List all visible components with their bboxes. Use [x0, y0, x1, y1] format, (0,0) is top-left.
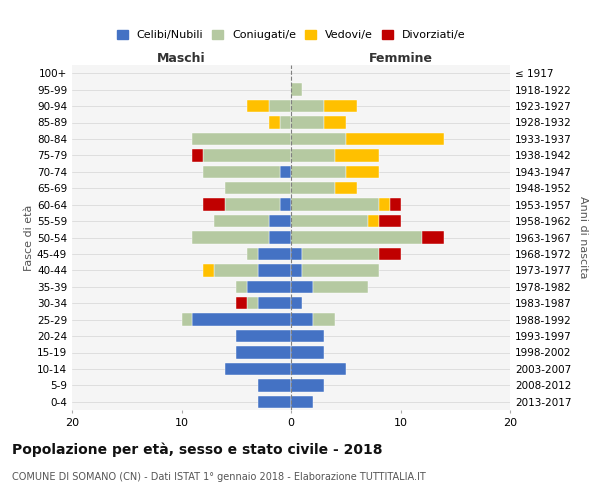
Bar [291, 84, 302, 96]
Bar [324, 100, 357, 112]
Bar [236, 346, 291, 358]
Bar [258, 264, 291, 276]
Bar [302, 248, 379, 260]
Bar [313, 280, 368, 293]
Y-axis label: Anni di nascita: Anni di nascita [578, 196, 588, 279]
Bar [324, 116, 346, 128]
Bar [203, 166, 280, 178]
Bar [193, 232, 269, 243]
Bar [291, 396, 313, 408]
Bar [193, 133, 291, 145]
Bar [335, 149, 379, 162]
Bar [258, 297, 291, 310]
Bar [335, 182, 356, 194]
Text: COMUNE DI SOMANO (CN) - Dati ISTAT 1° gennaio 2018 - Elaborazione TUTTITALIA.IT: COMUNE DI SOMANO (CN) - Dati ISTAT 1° ge… [12, 472, 426, 482]
Bar [203, 149, 291, 162]
Bar [302, 264, 379, 276]
Bar [291, 330, 324, 342]
Bar [269, 232, 291, 243]
Bar [368, 215, 379, 227]
Text: Popolazione per età, sesso e stato civile - 2018: Popolazione per età, sesso e stato civil… [12, 442, 383, 457]
Bar [291, 297, 302, 310]
Bar [291, 100, 324, 112]
Bar [291, 198, 379, 211]
Bar [280, 116, 291, 128]
Bar [379, 215, 401, 227]
Bar [379, 248, 401, 260]
Bar [291, 346, 324, 358]
Bar [291, 215, 368, 227]
Text: Maschi: Maschi [157, 52, 206, 65]
Bar [291, 133, 346, 145]
Bar [269, 116, 280, 128]
Bar [258, 248, 291, 260]
Bar [247, 280, 291, 293]
Bar [269, 100, 291, 112]
Bar [269, 215, 291, 227]
Bar [236, 297, 247, 310]
Bar [291, 116, 324, 128]
Bar [291, 149, 335, 162]
Bar [346, 166, 379, 178]
Bar [193, 314, 291, 326]
Bar [291, 264, 302, 276]
Bar [203, 264, 214, 276]
Legend: Celibi/Nubili, Coniugati/e, Vedovi/e, Divorziati/e: Celibi/Nubili, Coniugati/e, Vedovi/e, Di… [112, 26, 470, 44]
Bar [346, 133, 444, 145]
Bar [247, 100, 269, 112]
Bar [247, 297, 258, 310]
Bar [182, 314, 193, 326]
Bar [247, 248, 258, 260]
Bar [291, 314, 313, 326]
Bar [291, 232, 422, 243]
Bar [291, 379, 324, 392]
Y-axis label: Fasce di età: Fasce di età [24, 204, 34, 270]
Bar [214, 215, 269, 227]
Bar [389, 198, 401, 211]
Bar [422, 232, 444, 243]
Bar [226, 182, 291, 194]
Bar [379, 198, 389, 211]
Bar [313, 314, 335, 326]
Bar [258, 396, 291, 408]
Bar [291, 166, 346, 178]
Bar [236, 330, 291, 342]
Bar [280, 166, 291, 178]
Bar [236, 280, 247, 293]
Bar [203, 198, 226, 211]
Bar [291, 280, 313, 293]
Bar [258, 379, 291, 392]
Text: Femmine: Femmine [368, 52, 433, 65]
Bar [291, 363, 346, 375]
Bar [291, 248, 302, 260]
Bar [226, 198, 280, 211]
Bar [226, 363, 291, 375]
Bar [291, 182, 335, 194]
Bar [280, 198, 291, 211]
Bar [193, 149, 203, 162]
Bar [214, 264, 258, 276]
